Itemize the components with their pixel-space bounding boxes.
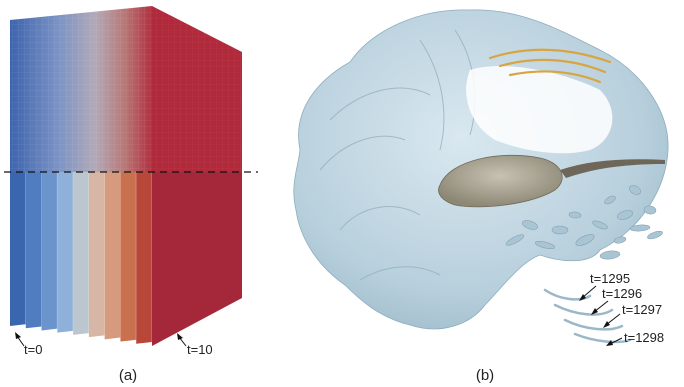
time-label-1295: t=1295	[579, 271, 630, 301]
surface-fragments	[505, 185, 663, 260]
fragment-10	[647, 230, 663, 240]
slice-8	[136, 172, 152, 344]
time-label-1296: t=1296	[591, 286, 642, 315]
slice-0	[10, 172, 26, 326]
core-structure	[438, 155, 563, 208]
slice-2	[41, 172, 58, 331]
slice-stack	[10, 172, 153, 344]
fragment-9	[629, 185, 641, 195]
time-wisps	[543, 288, 632, 344]
fragment-5	[575, 234, 595, 246]
svg-text:t=1297: t=1297	[622, 302, 662, 317]
vortex-streaks	[488, 48, 612, 84]
fragment-2	[629, 224, 651, 232]
time-label-1297: t=1297	[603, 302, 662, 328]
slice-7	[120, 172, 137, 342]
slice-3	[57, 172, 74, 333]
arrow-t10	[177, 333, 187, 347]
caption-a: (a)	[119, 367, 137, 384]
arrow-t0	[15, 332, 25, 347]
fragment-0	[604, 195, 616, 205]
svg-text:t=1298: t=1298	[624, 330, 664, 345]
fragment-3	[643, 205, 657, 215]
core-tail	[560, 159, 665, 178]
time-label-1298: t=1298	[606, 330, 664, 346]
slice-t10-face	[152, 172, 242, 346]
slice-6	[104, 172, 121, 340]
caption-b: (b)	[476, 367, 494, 384]
cavity	[466, 66, 613, 154]
fragment-11	[599, 250, 621, 260]
label-t0: t=0	[24, 342, 42, 357]
fragment-13	[522, 220, 538, 230]
volume-top	[10, 6, 242, 172]
fragment-12	[568, 211, 582, 219]
panel-a: t=0 t=10 (a)	[4, 6, 258, 384]
fragment-14	[505, 234, 525, 246]
label-t10: t=10	[187, 342, 213, 357]
svg-text:t=1296: t=1296	[602, 286, 642, 301]
fragment-4	[592, 220, 608, 230]
svg-text:t=1295: t=1295	[590, 271, 630, 286]
fragment-1	[617, 210, 633, 220]
slice-5	[88, 172, 105, 338]
fragment-8	[535, 240, 555, 250]
fragment-6	[613, 236, 627, 244]
panel-b: t=1295 t=1296 t=1297 t=1298 (b)	[293, 9, 669, 384]
slice-4	[73, 172, 89, 335]
fragment-7	[551, 225, 569, 235]
slice-1	[25, 172, 42, 329]
